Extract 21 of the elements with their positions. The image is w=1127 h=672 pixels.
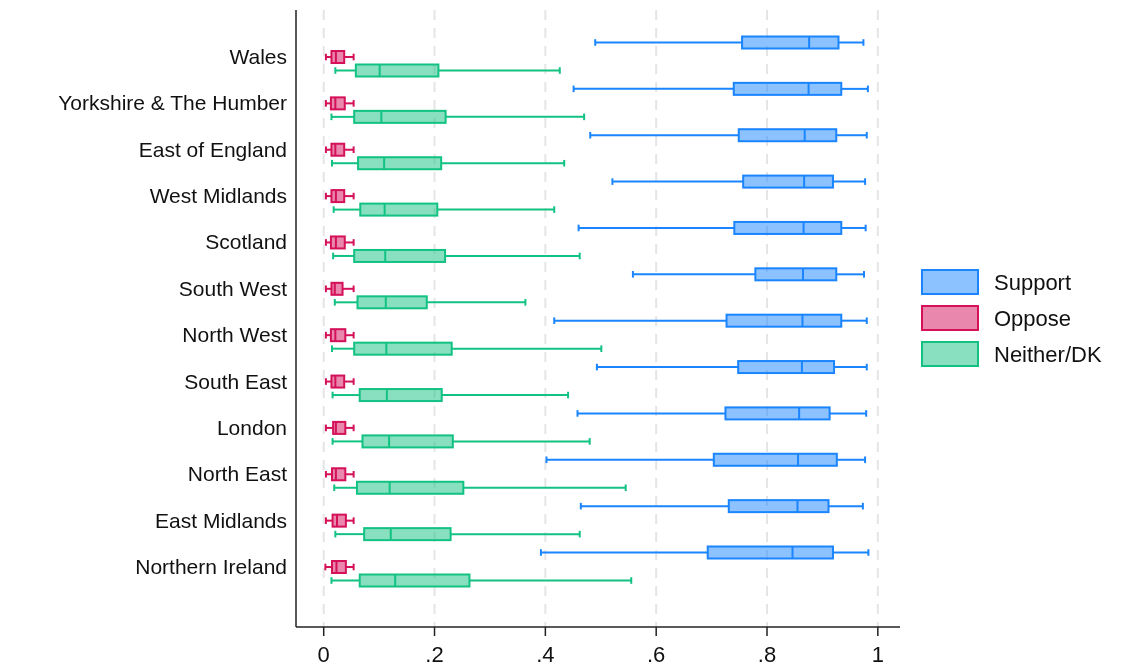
- x-tick-label: .2: [425, 642, 444, 667]
- y-tick-label: South West: [178, 276, 288, 300]
- y-tick-label: London: [216, 415, 287, 439]
- legend-label: Oppose: [994, 306, 1072, 331]
- y-tick-label: West Midlands: [149, 184, 287, 208]
- y-tick-label: Wales: [229, 45, 287, 68]
- x-tick-label: .8: [757, 642, 777, 667]
- x-tick-label: .6: [647, 642, 666, 667]
- y-tick-label: South East: [184, 369, 288, 393]
- y-tick-label: North East: [187, 462, 288, 486]
- x-tick-label: 1: [871, 642, 884, 667]
- y-tick-label: East Midlands: [155, 508, 287, 532]
- y-tick-label: Northern Ireland: [135, 555, 287, 578]
- legend-label: Neither/DK: [994, 342, 1102, 367]
- y-tick-label: North West: [182, 323, 288, 347]
- x-tick-label: .4: [536, 642, 555, 667]
- y-tick-label: East of England: [138, 137, 287, 161]
- x-tick-label: 0: [317, 642, 330, 667]
- y-tick-label: Scotland: [205, 230, 287, 254]
- y-tick-label: Yorkshire & The Humber: [58, 91, 287, 115]
- legend-label: Support: [994, 270, 1072, 295]
